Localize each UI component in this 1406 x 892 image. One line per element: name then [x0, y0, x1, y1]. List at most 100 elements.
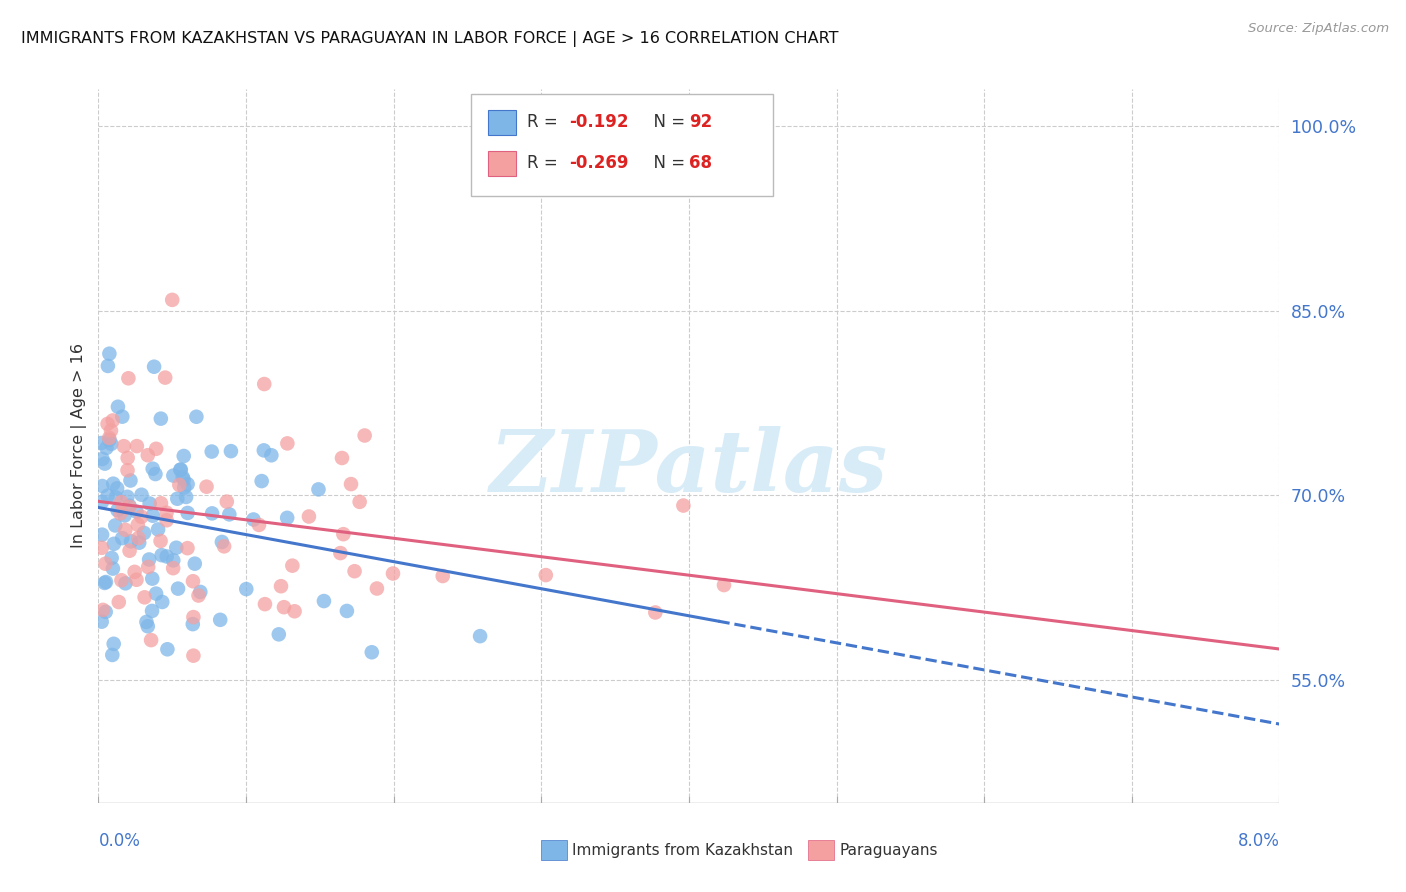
- Point: [136, 619, 159, 633]
- Point: [97, 489, 120, 503]
- Point: [713, 578, 735, 592]
- Point: [91, 495, 114, 509]
- Point: [329, 546, 352, 560]
- Point: [114, 523, 136, 537]
- Point: [349, 495, 371, 509]
- Point: [124, 565, 146, 579]
- Point: [253, 597, 276, 611]
- Point: [132, 525, 155, 540]
- Point: [468, 629, 491, 643]
- Point: [117, 463, 139, 477]
- Point: [103, 637, 125, 651]
- Point: [91, 451, 114, 466]
- Point: [94, 605, 117, 619]
- Point: [103, 537, 125, 551]
- Point: [149, 496, 172, 510]
- Point: [644, 606, 666, 620]
- Point: [98, 431, 121, 445]
- Point: [247, 517, 270, 532]
- Point: [366, 582, 388, 596]
- Text: Immigrants from Kazakhstan: Immigrants from Kazakhstan: [572, 843, 793, 857]
- Point: [160, 293, 183, 307]
- Point: [184, 557, 207, 571]
- Point: [360, 645, 382, 659]
- Point: [284, 604, 307, 618]
- Y-axis label: In Labor Force | Age > 16: In Labor Force | Age > 16: [72, 343, 87, 549]
- Point: [134, 591, 156, 605]
- Point: [336, 604, 359, 618]
- Text: Paraguayans: Paraguayans: [839, 843, 938, 857]
- Point: [98, 347, 121, 361]
- Point: [312, 594, 335, 608]
- Point: [215, 494, 238, 508]
- Point: [188, 585, 211, 599]
- Point: [118, 499, 141, 513]
- Point: [103, 476, 125, 491]
- Point: [117, 450, 139, 465]
- Point: [173, 481, 195, 495]
- Text: N =: N =: [643, 154, 690, 172]
- Point: [672, 499, 695, 513]
- Point: [114, 576, 136, 591]
- Point: [104, 491, 127, 505]
- Point: [111, 531, 134, 545]
- Point: [276, 511, 298, 525]
- Point: [143, 359, 166, 374]
- Point: [90, 541, 112, 555]
- Text: R =: R =: [527, 154, 564, 172]
- Text: -0.269: -0.269: [569, 154, 628, 172]
- Point: [94, 457, 117, 471]
- Point: [218, 508, 240, 522]
- Point: [183, 610, 205, 624]
- Point: [253, 377, 276, 392]
- Text: N =: N =: [643, 113, 690, 131]
- Text: -0.192: -0.192: [569, 113, 628, 131]
- Point: [91, 479, 114, 493]
- Text: ZIPatlas: ZIPatlas: [489, 425, 889, 509]
- Point: [107, 503, 129, 517]
- Point: [242, 512, 264, 526]
- Point: [173, 449, 195, 463]
- Point: [139, 633, 162, 648]
- Point: [281, 558, 304, 573]
- Point: [267, 627, 290, 641]
- Point: [120, 534, 142, 549]
- Point: [149, 533, 172, 548]
- Point: [534, 568, 557, 582]
- Point: [169, 463, 191, 477]
- Point: [94, 574, 117, 589]
- Point: [146, 523, 169, 537]
- Point: [100, 424, 122, 438]
- Point: [212, 539, 235, 553]
- Point: [107, 595, 129, 609]
- Point: [201, 444, 224, 458]
- Point: [432, 569, 454, 583]
- Point: [343, 564, 366, 578]
- Point: [101, 648, 124, 662]
- Text: R =: R =: [527, 113, 564, 131]
- Point: [135, 615, 157, 629]
- Point: [156, 642, 179, 657]
- Point: [141, 604, 163, 618]
- Point: [173, 473, 195, 487]
- Point: [235, 582, 257, 596]
- Point: [167, 582, 190, 596]
- Point: [145, 467, 167, 481]
- Point: [155, 506, 177, 520]
- Point: [211, 535, 233, 549]
- Point: [172, 470, 194, 484]
- Point: [276, 436, 298, 450]
- Point: [117, 371, 139, 385]
- Point: [131, 509, 153, 524]
- Point: [149, 411, 172, 425]
- Text: 0.0%: 0.0%: [98, 832, 141, 850]
- Text: 8.0%: 8.0%: [1237, 832, 1279, 850]
- Point: [165, 541, 187, 555]
- Point: [353, 428, 375, 442]
- Point: [209, 613, 232, 627]
- Point: [330, 450, 353, 465]
- Point: [186, 409, 208, 424]
- Point: [176, 477, 198, 491]
- Point: [142, 508, 165, 523]
- Point: [183, 648, 205, 663]
